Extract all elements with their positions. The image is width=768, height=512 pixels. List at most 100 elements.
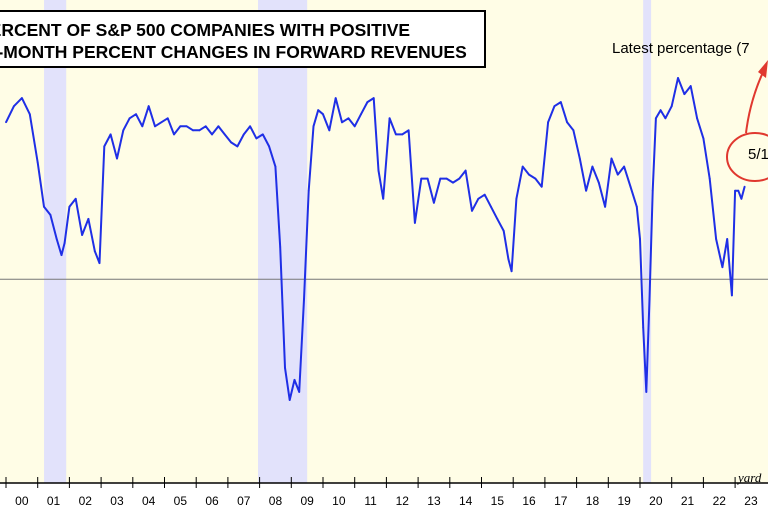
data-point [63, 242, 66, 244]
x-tick-label: 14 [459, 494, 473, 508]
data-point [36, 161, 39, 164]
data-point [683, 93, 686, 95]
data-point [547, 121, 549, 124]
data-point [249, 125, 251, 128]
data-point [578, 157, 581, 160]
data-point [642, 326, 645, 329]
data-point [677, 77, 679, 79]
data-point [702, 137, 705, 140]
data-point [401, 133, 404, 136]
data-point [452, 181, 454, 184]
data-point [433, 201, 435, 204]
data-point [477, 197, 480, 200]
highlight-arrow [745, 69, 765, 134]
data-point [490, 205, 492, 208]
data-point [204, 125, 207, 128]
x-tick-label: 00 [15, 494, 29, 508]
x-tick-label: 05 [174, 494, 188, 508]
x-tick-label: 06 [205, 494, 219, 508]
data-point [93, 250, 96, 252]
data-point [5, 121, 7, 124]
x-tick-label: 12 [396, 494, 410, 508]
data-point [116, 157, 118, 160]
data-point [103, 145, 106, 148]
series-line [5, 77, 746, 401]
x-tick-label: 19 [617, 494, 631, 508]
data-point [312, 125, 315, 128]
data-point [279, 246, 282, 248]
data-point [604, 205, 607, 208]
data-point [211, 133, 213, 136]
data-points [5, 77, 746, 401]
data-point [507, 258, 510, 261]
data-point [654, 117, 657, 120]
x-tick-label: 11 [364, 494, 377, 508]
data-point [715, 238, 717, 240]
data-point [223, 133, 226, 136]
data-point [670, 105, 673, 108]
data-point [737, 189, 740, 192]
data-point [317, 109, 320, 112]
x-tick-label: 04 [142, 494, 156, 508]
data-point [334, 97, 337, 100]
data-point [166, 117, 169, 120]
data-point [439, 177, 442, 180]
data-point [629, 185, 632, 188]
data-point [731, 294, 733, 297]
data-point [639, 238, 641, 240]
data-point [648, 298, 651, 301]
data-point [591, 165, 594, 168]
x-tick-label: 23 [744, 494, 758, 508]
data-point [572, 129, 575, 132]
data-point [49, 213, 52, 216]
data-point [395, 133, 397, 136]
data-point [366, 101, 369, 104]
plot-background [0, 0, 768, 483]
data-point [217, 125, 220, 128]
data-point [534, 177, 537, 180]
title-line-2: 12-MONTH PERCENT CHANGES IN FORWARD REVE… [0, 42, 467, 62]
data-point [659, 109, 662, 112]
data-point [353, 125, 356, 128]
latest-percentage-label: Latest percentage (7 [612, 40, 750, 57]
data-point [726, 238, 729, 240]
data-point [87, 217, 90, 220]
data-point [540, 185, 543, 188]
recession-bands [44, 0, 652, 483]
data-point [377, 169, 380, 172]
recession-band-2 [643, 0, 652, 483]
data-point [230, 141, 232, 144]
data-point [347, 117, 350, 120]
data-point [382, 197, 385, 200]
data-point [328, 129, 331, 132]
data-point [515, 197, 518, 200]
data-point [528, 173, 530, 176]
data-point [414, 222, 416, 224]
data-point [68, 205, 71, 208]
x-tick-label: 07 [237, 494, 251, 508]
data-point [322, 113, 324, 116]
data-point [471, 209, 473, 212]
data-point [303, 298, 305, 301]
x-tick-label: 03 [110, 494, 124, 508]
data-point [483, 193, 486, 196]
x-tick-label: 16 [522, 494, 536, 508]
data-point [74, 197, 77, 200]
data-point [122, 129, 125, 132]
data-point [98, 262, 101, 265]
source-label: yard [738, 470, 762, 485]
data-point [553, 105, 556, 108]
chart-title: PERCENT OF S&P 500 COMPANIES WITH POSITI… [0, 10, 486, 68]
x-tick-label: 08 [269, 494, 283, 508]
data-point [55, 238, 58, 240]
data-point [293, 378, 296, 381]
data-point [298, 391, 301, 393]
highlight-circle [726, 132, 768, 182]
x-tick-label: 18 [586, 494, 600, 508]
x-tick-label: 01 [47, 494, 61, 508]
data-point [734, 189, 736, 192]
data-point [43, 205, 45, 208]
data-point [13, 105, 15, 108]
data-point [147, 105, 150, 108]
